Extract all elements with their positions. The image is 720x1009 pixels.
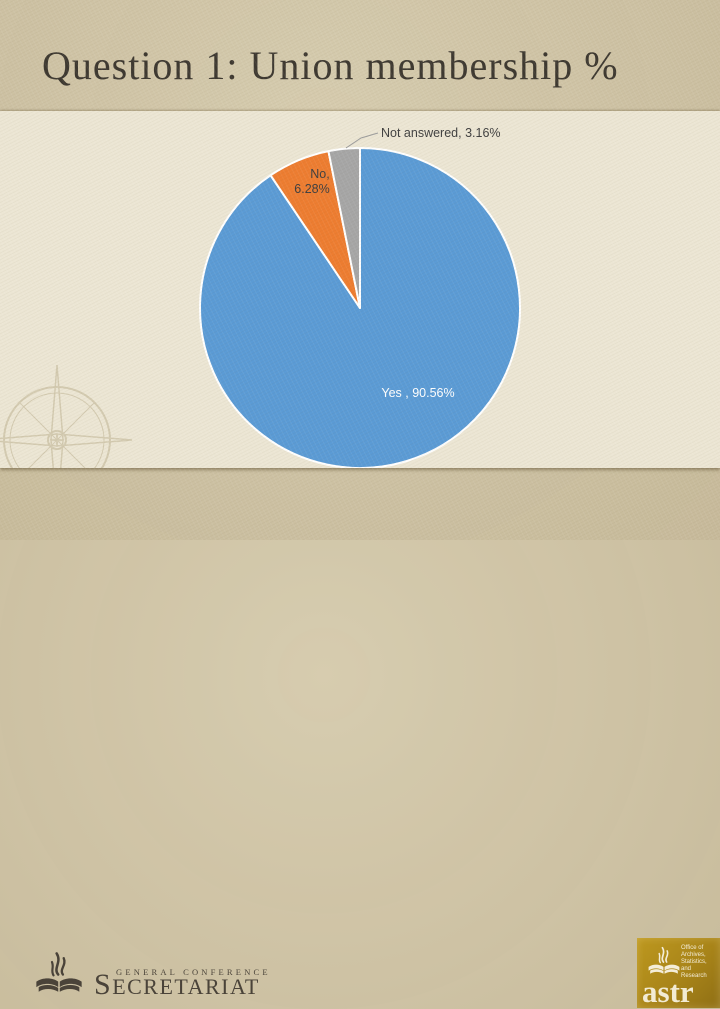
data-label-no-line2: 6.28% <box>294 182 329 196</box>
adventist-flame-icon <box>647 946 681 975</box>
page-title: Question 1: Union membership % <box>42 43 619 88</box>
footer: GENERAL CONFERENCE SECRETARIAT Office of… <box>0 468 720 1008</box>
pie-chart: Not answered, 3.16% No, 6.28% Yes , 90.5… <box>199 126 522 468</box>
astr-org-line: Office of <box>681 945 704 951</box>
pie-slice-not-answered <box>327 146 361 309</box>
astr-acronym: astr <box>642 974 694 1009</box>
secretariat-label: SECRETARIAT <box>94 968 260 1001</box>
data-label-yes: Yes , 90.56% <box>381 386 454 400</box>
astr-org-line: Archives, <box>681 952 706 958</box>
astr-org-line: Statistics, <box>681 959 707 965</box>
astr-org-name: Office of Archives, Statistics, and Rese… <box>681 945 715 980</box>
adventist-flame-icon <box>36 952 82 992</box>
chart-panel: Not answered, 3.16% No, 6.28% Yes , 90.5… <box>0 111 720 468</box>
astr-logo: Office of Archives, Statistics, and Rese… <box>637 938 720 1008</box>
gc-secretariat-logo: GENERAL CONFERENCE SECRETARIAT <box>34 945 271 1001</box>
pie-slices <box>199 146 522 468</box>
data-label-not-answered: Not answered, 3.16% <box>381 126 501 140</box>
label-leader-line <box>345 132 379 149</box>
gc-secretariat-wordmark: GENERAL CONFERENCE SECRETARIAT <box>94 967 271 1001</box>
compass-rose-icon <box>0 364 133 468</box>
data-label-no-line1: No, <box>310 167 329 181</box>
